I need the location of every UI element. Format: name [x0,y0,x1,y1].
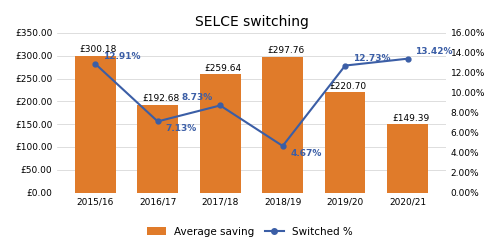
Bar [325,92,366,193]
Text: 4.67%: 4.67% [290,149,322,158]
Bar [388,124,428,193]
Text: 13.42%: 13.42% [415,47,453,56]
Switched % [280,144,285,147]
Switched % [404,57,410,60]
Text: 7.13%: 7.13% [165,124,196,133]
Bar [200,74,240,193]
Text: £220.70: £220.70 [330,81,367,91]
Text: £259.64: £259.64 [205,64,242,73]
Text: 12.91%: 12.91% [102,52,140,61]
Bar [75,56,116,193]
Bar [138,105,178,193]
Text: £149.39: £149.39 [392,114,430,123]
Bar [262,57,303,193]
Text: 12.73%: 12.73% [352,54,390,62]
Line: Switched %: Switched % [93,56,410,148]
Text: 8.73%: 8.73% [182,93,212,103]
Title: SELCE switching: SELCE switching [194,15,308,29]
Switched % [92,62,98,65]
Text: £297.76: £297.76 [267,46,304,55]
Text: £300.18: £300.18 [80,45,117,54]
Switched % [342,64,348,67]
Switched % [217,104,223,107]
Switched % [154,120,160,123]
Text: £192.68: £192.68 [142,94,180,103]
Legend: Average saving, Switched %: Average saving, Switched % [143,222,357,241]
